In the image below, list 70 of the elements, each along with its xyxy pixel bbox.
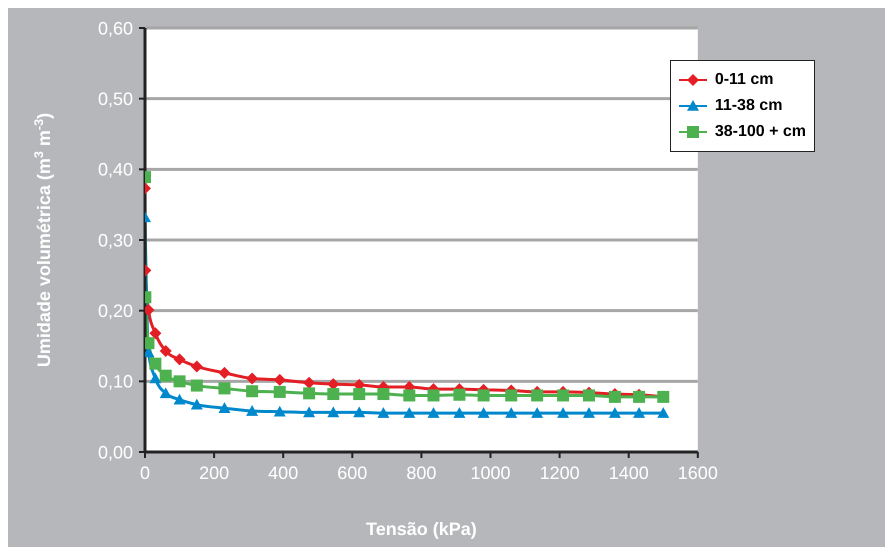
point — [403, 389, 416, 402]
point — [160, 387, 172, 398]
y-tick-label: 0,00 — [98, 442, 133, 462]
legend-label: 11-38 cm — [714, 96, 782, 116]
point — [478, 389, 490, 402]
x-tick-label: 1200 — [540, 462, 580, 483]
y-tick-label: 0,10 — [98, 372, 133, 392]
point — [608, 407, 621, 418]
point — [174, 394, 186, 405]
point — [190, 360, 203, 372]
point — [303, 376, 316, 389]
x-tick-label: 1600 — [678, 462, 718, 483]
point — [582, 389, 595, 402]
point — [582, 407, 595, 418]
point — [505, 407, 518, 418]
point — [327, 406, 340, 418]
point — [174, 353, 186, 366]
x-tick-label: 800 — [406, 462, 436, 483]
point — [174, 375, 186, 388]
x-tick-label: 1400 — [608, 462, 649, 483]
x-tick-label: 200 — [199, 462, 230, 483]
point — [505, 389, 518, 402]
y-tick-label: 0,30 — [98, 230, 133, 250]
point — [657, 407, 670, 418]
point — [403, 407, 416, 418]
point — [377, 407, 390, 418]
point — [531, 389, 544, 402]
point — [377, 388, 390, 400]
point — [327, 388, 340, 400]
point — [218, 382, 230, 394]
y-tick-label: 0,50 — [98, 89, 133, 110]
point — [353, 388, 366, 400]
point — [303, 387, 316, 400]
point — [478, 407, 490, 418]
point — [190, 398, 203, 410]
point — [633, 407, 646, 418]
point — [160, 344, 172, 357]
point — [149, 327, 162, 340]
point — [557, 407, 570, 418]
point — [246, 405, 258, 416]
point — [218, 366, 230, 379]
y-tick-label: 0,40 — [98, 160, 133, 180]
point — [303, 406, 316, 418]
point — [557, 389, 570, 402]
point — [274, 406, 286, 417]
point — [531, 407, 544, 418]
y-tick-label: 0,20 — [98, 301, 133, 322]
point — [160, 370, 172, 382]
x-tick-label: 0 — [140, 462, 150, 483]
y-tick-label: 0,60 — [98, 18, 133, 38]
x-axis-title: Tensão (kPa) — [366, 519, 477, 539]
point — [274, 374, 286, 386]
point — [453, 388, 466, 401]
point — [274, 386, 286, 398]
point — [218, 402, 230, 413]
legend-label: 38-100 + cm — [714, 122, 806, 142]
point — [428, 389, 440, 402]
point — [190, 380, 203, 392]
x-tick-label: 400 — [268, 462, 298, 483]
x-tick-label: 1000 — [470, 462, 511, 483]
legend-label: 0-11 cm — [714, 70, 774, 90]
point — [246, 372, 258, 385]
point — [428, 407, 440, 418]
point — [608, 390, 621, 403]
point — [453, 407, 466, 418]
point — [149, 372, 162, 384]
point — [149, 358, 162, 370]
x-tick-label: 600 — [337, 462, 368, 483]
point — [353, 406, 366, 418]
point — [246, 385, 258, 398]
